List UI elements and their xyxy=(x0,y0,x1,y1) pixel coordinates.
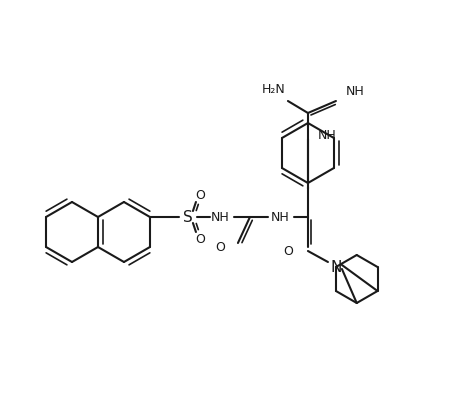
Text: O: O xyxy=(215,240,225,253)
Text: H₂N: H₂N xyxy=(262,82,286,95)
Text: O: O xyxy=(195,232,205,245)
Text: NH: NH xyxy=(211,210,229,223)
Text: S: S xyxy=(183,210,193,225)
Text: NH: NH xyxy=(271,210,289,223)
Text: NH: NH xyxy=(346,84,365,97)
Text: O: O xyxy=(283,245,293,258)
Text: O: O xyxy=(195,188,205,201)
Text: N: N xyxy=(330,260,342,275)
Text: NH: NH xyxy=(318,128,337,141)
